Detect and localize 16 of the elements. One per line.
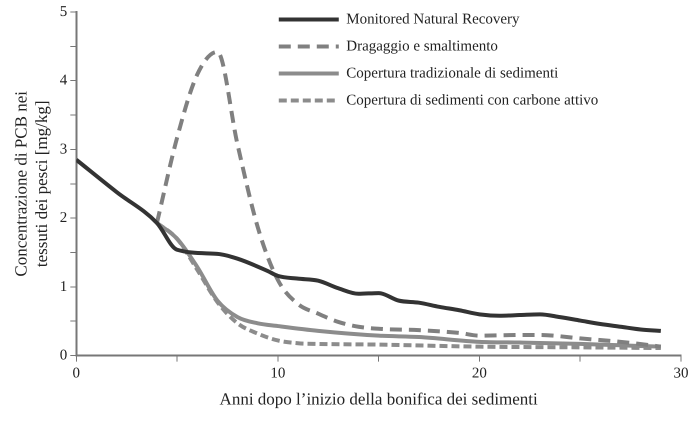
legend-label: Dragaggio e smaltimento xyxy=(346,38,498,54)
legend-label: Copertura di sedimenti con carbone attivo xyxy=(346,92,598,108)
y-tick-label: 3 xyxy=(60,141,68,158)
y-tick-label: 2 xyxy=(60,210,68,226)
y-axis-title: Concentrazione di PCB nei tessuti dei pesci [mg/kg] xyxy=(12,90,52,277)
y-tick-label: 1 xyxy=(60,278,68,295)
y-tick-label: 4 xyxy=(60,72,68,89)
legend-label: Monitored Natural Recovery xyxy=(346,11,520,28)
x-tick-label: 30 xyxy=(674,366,688,382)
x-tick-label: 0 xyxy=(72,366,80,382)
x-axis-title: Anni dopo l’inizio della bonifica dei sedimenti xyxy=(220,389,538,408)
legend-label: Copertura tradizionale di sedimenti xyxy=(346,65,558,82)
x-tick-label: 20 xyxy=(472,366,487,382)
y-tick-label: 0 xyxy=(60,348,68,364)
x-tick-label: 10 xyxy=(270,366,286,382)
y-tick-label: 5 xyxy=(60,4,68,20)
